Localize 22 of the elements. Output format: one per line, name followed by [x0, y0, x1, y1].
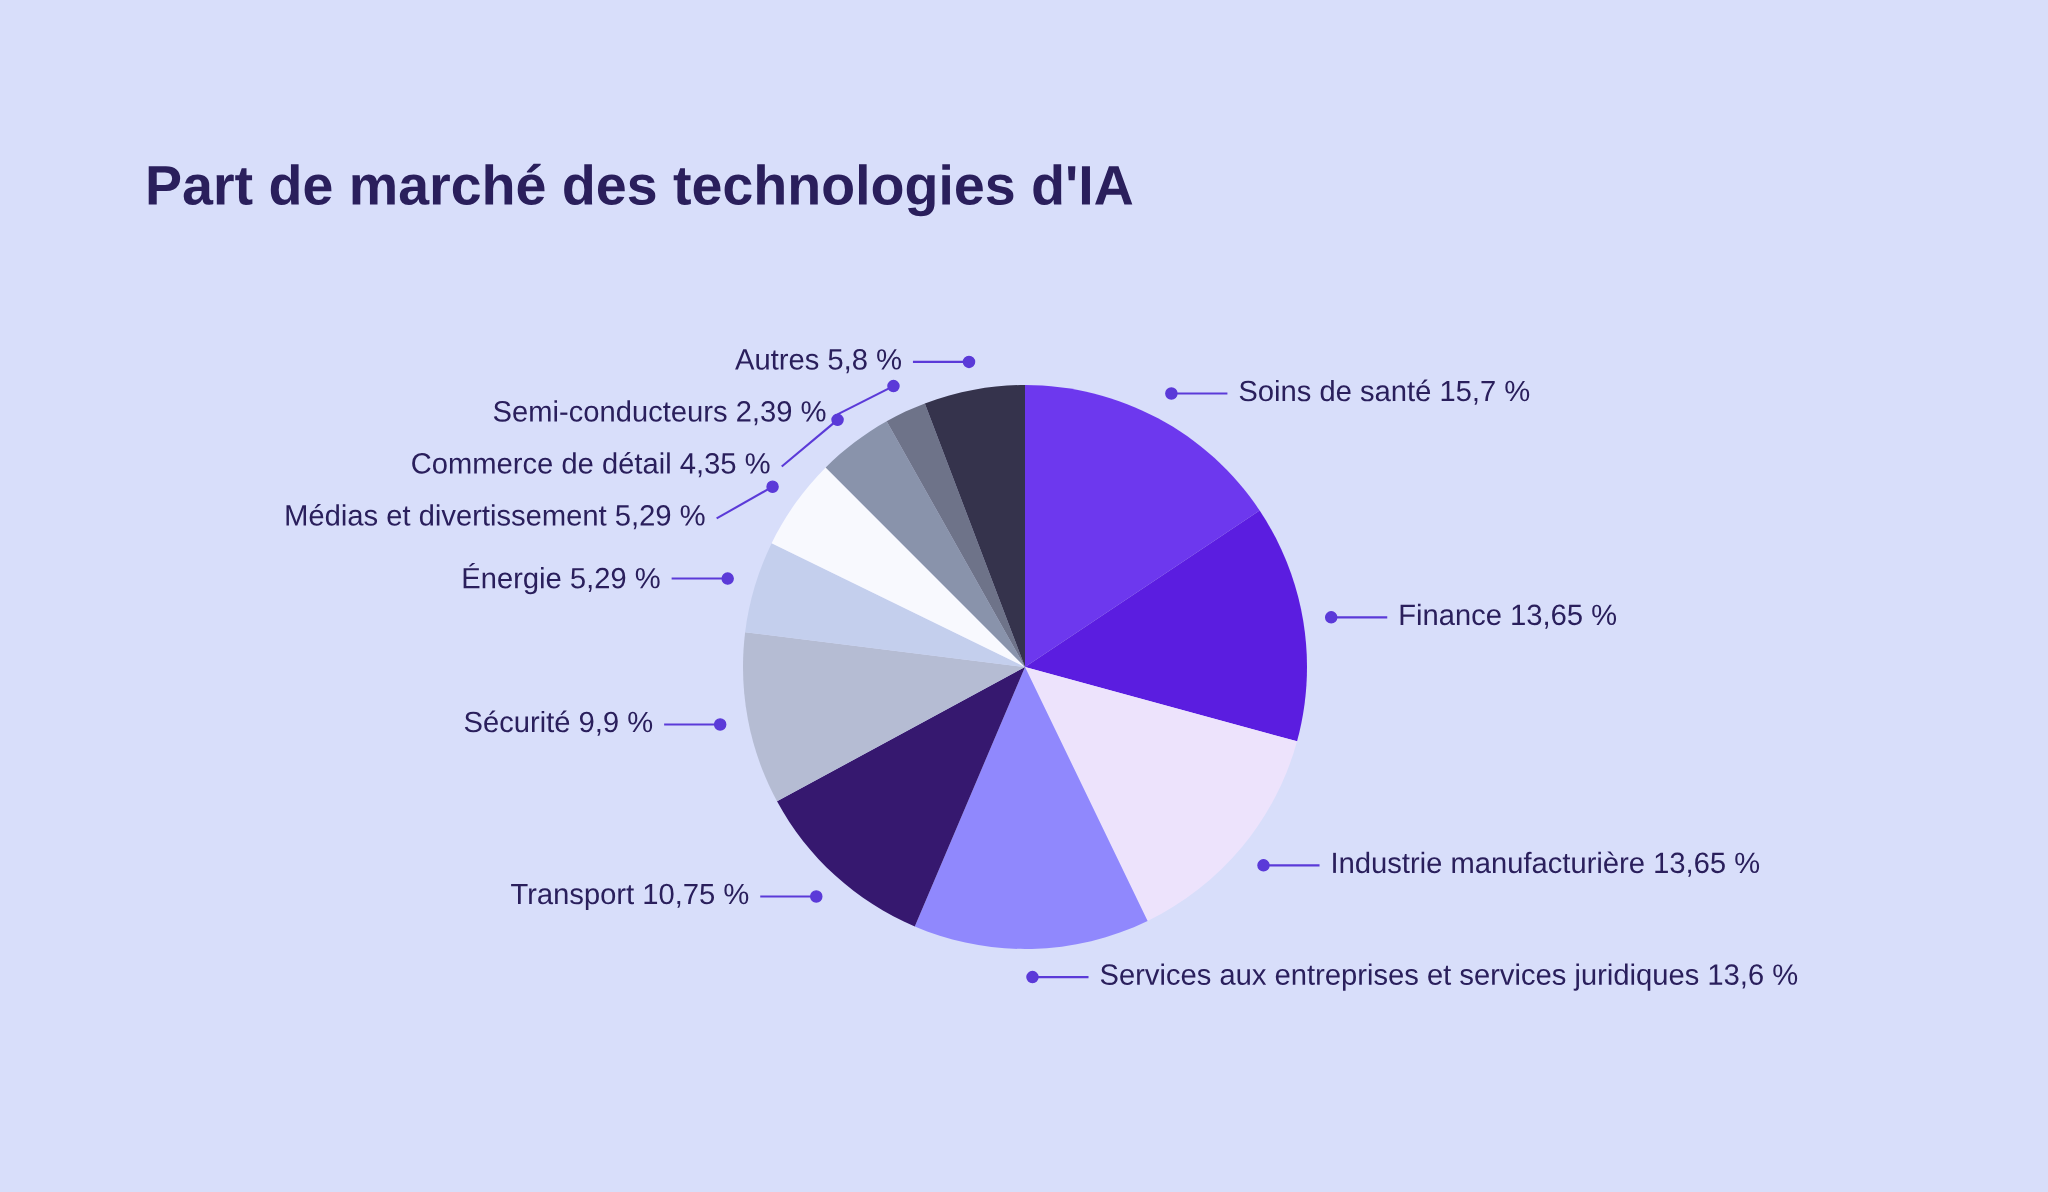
slice-label: Services aux entreprises et services juridiques 13,6 %	[1100, 963, 1798, 991]
pie-slice	[745, 543, 1025, 667]
slice-label: Sécurité 9,9 %	[464, 710, 653, 736]
slice-label: Finance 13,65 %	[1400, 603, 1617, 629]
pie-slice	[1025, 667, 1298, 921]
pie-slice	[914, 667, 1148, 949]
pie-slice	[924, 385, 1025, 667]
slice-label: Médias et divertissement 5,29 %	[286, 503, 705, 530]
slice-label: Énergie 5,29 %	[463, 562, 660, 595]
slice-label: Semi-conducteurs 2,39 %	[493, 400, 826, 426]
slice-label: Industrie manufacturière 13,65 %	[1333, 851, 1760, 877]
slice-label: Transport 10,75 %	[511, 883, 749, 911]
pie-slice	[1025, 510, 1307, 742]
pie-slice	[743, 632, 1025, 802]
slice-label: Soins de santé 15,7 %	[1239, 379, 1530, 405]
slice-label: Commerce de détail 4,35 %	[412, 451, 770, 478]
pie-slice	[825, 421, 1025, 667]
pie-slice	[771, 467, 1025, 667]
chart-title: Part de marché des technologies d'IA	[148, 163, 1133, 217]
pie-slice	[777, 667, 1025, 927]
slice-label: Autres 5,8 %	[735, 349, 901, 374]
pie-slice	[886, 403, 1025, 667]
